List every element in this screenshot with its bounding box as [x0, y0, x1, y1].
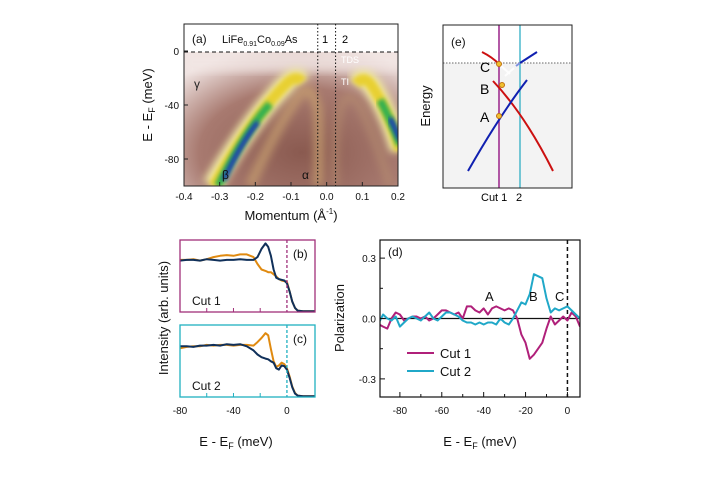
panel-d: -80 -60 -40 -20 0 0.3 0.0 -0.3	[359, 239, 581, 417]
panel-d-label: (d)	[388, 245, 403, 259]
red-band-lower	[492, 80, 554, 172]
y-tick-label: 0.3	[362, 254, 376, 265]
x-tick-label: 0	[565, 406, 571, 417]
gap-marker	[504, 67, 515, 77]
label-a: A	[480, 109, 490, 125]
legend-label-cut-2: Cut 2	[440, 364, 471, 379]
x-tick-label: 0.1	[355, 192, 369, 203]
panel-e: C B A (e) Cut 1 2 Energy	[418, 24, 573, 204]
ti-annotation: TI	[341, 77, 349, 87]
gamma-annotation: γ	[194, 77, 200, 91]
panel-e-y-label: Energy	[418, 85, 433, 127]
x-tick-label: -0.3	[211, 192, 229, 203]
polarization-line-cut-2	[380, 273, 580, 328]
x-tick-label: 0.2	[391, 192, 405, 203]
panel-bc-y-label: Intensity (arb. units)	[156, 261, 171, 375]
blue-band-upper	[519, 51, 538, 64]
panel-a-x-ticks: -0.4 -0.3 -0.2 -0.1 0.0 0.1 0.2	[175, 182, 405, 203]
cut-1-tick-label: Cut 1	[481, 192, 507, 204]
x-tick-label: -60	[435, 406, 450, 417]
panel-a-y-label: E - EF (meV)	[140, 68, 157, 141]
cut-1-label: 1	[322, 34, 328, 46]
alpha-annotation: α	[302, 168, 309, 182]
panel-c-cut-label: Cut 2	[192, 379, 221, 393]
y-tick-label: -40	[165, 101, 180, 112]
panel-b-label: (b)	[293, 247, 308, 261]
x-tick-label: -80	[173, 406, 188, 417]
panel-c-label: (c)	[293, 332, 307, 346]
edc-line-navy	[180, 343, 315, 398]
annotation-c: C	[555, 289, 564, 304]
panel-a-top-area	[184, 24, 398, 52]
panel-a-title: LiFe0.91Co0.09As	[222, 34, 298, 48]
x-tick-label: -20	[518, 406, 533, 417]
x-tick-label: 0	[284, 406, 290, 417]
legend-label-cut-1: Cut 1	[440, 346, 471, 361]
annotation-a: A	[485, 289, 494, 304]
tds-annotation: TDS	[341, 55, 359, 65]
polarization-line-cut-1	[380, 305, 580, 360]
label-b: B	[480, 81, 489, 97]
beta-annotation: β	[222, 168, 229, 182]
y-tick-label: 0	[173, 47, 179, 58]
panel-a: (a) LiFe0.91Co0.09As 1 2 TDS TI γ β α -0…	[140, 23, 405, 223]
panel-bc-x-label: E - EF (meV)	[199, 434, 272, 451]
point-c	[496, 61, 502, 67]
blue-band-faded	[515, 62, 521, 67]
panel-c-frame	[179, 324, 316, 398]
panel-bc-x-ticks: -80 -40 0	[173, 406, 290, 417]
x-tick-label: -40	[226, 406, 241, 417]
edc-line-navy	[179, 242, 315, 313]
point-a	[496, 113, 502, 119]
arpes-intensity-map	[184, 52, 398, 186]
x-tick-label: -80	[393, 406, 408, 417]
panel-b-frame	[179, 239, 316, 313]
panel-e-frame	[442, 24, 573, 189]
panel-a-y-ticks: 0 -40 -80	[165, 47, 188, 166]
label-c: C	[480, 59, 490, 75]
x-tick-label: -0.2	[247, 192, 265, 203]
x-tick-label: -40	[476, 406, 491, 417]
y-tick-label: 0.0	[362, 315, 376, 326]
panel-b	[179, 239, 316, 313]
y-tick-label: -80	[165, 155, 180, 166]
cut-2-label: 2	[342, 34, 348, 46]
panel-a-label: (a)	[192, 32, 207, 46]
panel-a-x-label: Momentum (Å-1)	[244, 207, 337, 223]
panel-b-cut-label: Cut 1	[192, 294, 221, 308]
panel-d-x-label: E - EF (meV)	[443, 434, 516, 451]
y-tick-label: -0.3	[359, 375, 377, 386]
x-tick-label: -0.1	[282, 192, 300, 203]
x-tick-label: -0.4	[175, 192, 193, 203]
panel-e-label: (e)	[451, 35, 466, 49]
annotation-b: B	[529, 289, 538, 304]
legend: Cut 1 Cut 2	[407, 346, 471, 379]
panel-c	[179, 324, 316, 398]
point-b	[499, 82, 505, 88]
blue-band-lower	[467, 79, 528, 172]
cut-2-tick-label: 2	[516, 192, 522, 204]
panel-d-y-label: Polarization	[332, 284, 347, 352]
x-tick-label: 0.0	[320, 192, 334, 203]
